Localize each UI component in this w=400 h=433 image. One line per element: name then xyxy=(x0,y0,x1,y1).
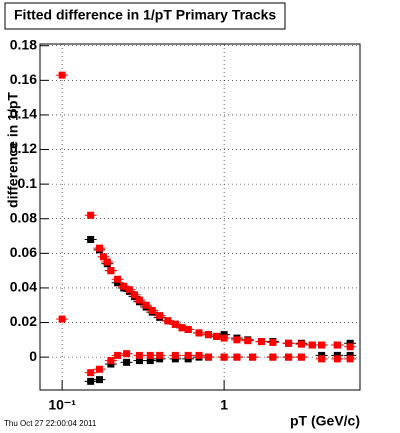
marker xyxy=(318,341,326,349)
y-tick-label: 0.16 xyxy=(10,71,37,87)
marker xyxy=(95,244,103,252)
marker xyxy=(120,282,128,290)
marker xyxy=(220,353,228,361)
y-tick-label: 0 xyxy=(29,348,37,364)
marker xyxy=(95,365,103,373)
title-box xyxy=(4,2,286,30)
marker xyxy=(333,355,341,363)
marker xyxy=(220,334,228,342)
marker xyxy=(125,286,133,294)
marker xyxy=(178,324,186,332)
timestamp: Thu Oct 27 22:00:04 2011 xyxy=(4,419,97,428)
marker xyxy=(99,253,107,261)
x-tick-label: 1 xyxy=(220,397,228,413)
marker xyxy=(114,275,122,283)
marker xyxy=(87,369,95,377)
x-tick-label: 10⁻¹ xyxy=(48,397,76,413)
x-axis-title: pT (GeV/c) xyxy=(290,413,360,429)
marker xyxy=(285,353,293,361)
y-tick-label: 0.06 xyxy=(10,244,37,260)
marker xyxy=(142,301,150,309)
marker xyxy=(131,291,139,299)
y-tick-label: 0.18 xyxy=(10,36,37,52)
marker xyxy=(184,351,192,359)
marker xyxy=(87,235,95,243)
marker xyxy=(156,312,164,320)
marker xyxy=(87,377,95,385)
marker xyxy=(195,351,203,359)
marker xyxy=(156,351,164,359)
marker xyxy=(171,320,179,328)
marker xyxy=(269,353,277,361)
marker xyxy=(103,258,111,266)
marker xyxy=(135,351,143,359)
y-tick-label: 0.08 xyxy=(10,209,37,225)
marker xyxy=(257,338,265,346)
y-tick-label: 0.12 xyxy=(10,140,37,156)
marker xyxy=(114,351,122,359)
marker xyxy=(213,332,221,340)
marker xyxy=(171,351,179,359)
marker xyxy=(135,296,143,304)
marker xyxy=(297,340,305,348)
frame xyxy=(39,43,361,391)
marker xyxy=(204,331,212,339)
marker xyxy=(269,338,277,346)
y-axis-title: difference in 1/pT xyxy=(5,92,21,208)
marker xyxy=(333,341,341,349)
marker xyxy=(123,358,131,366)
marker xyxy=(148,306,156,314)
marker xyxy=(146,357,154,365)
marker xyxy=(346,355,354,363)
marker xyxy=(107,267,115,275)
marker xyxy=(297,353,305,361)
marker xyxy=(95,376,103,384)
marker xyxy=(249,353,257,361)
marker xyxy=(318,355,326,363)
marker xyxy=(135,357,143,365)
marker xyxy=(285,339,293,347)
marker xyxy=(58,71,66,79)
marker xyxy=(346,343,354,351)
marker xyxy=(195,329,203,337)
marker xyxy=(308,341,316,349)
marker xyxy=(164,317,172,325)
marker xyxy=(184,325,192,333)
y-tick-label: 0.02 xyxy=(10,313,37,329)
y-tick-label: 0.1 xyxy=(18,175,38,191)
marker xyxy=(58,315,66,323)
y-tick-label: 0.04 xyxy=(10,279,37,295)
marker xyxy=(87,211,95,219)
chart-title: Fitted difference in 1/pT Primary Tracks xyxy=(14,7,276,23)
marker xyxy=(123,350,131,358)
y-tick-label: 0.14 xyxy=(10,106,37,122)
marker xyxy=(233,353,241,361)
marker xyxy=(107,357,115,365)
marker xyxy=(146,351,154,359)
marker xyxy=(233,336,241,344)
marker xyxy=(244,337,252,345)
marker xyxy=(204,353,212,361)
